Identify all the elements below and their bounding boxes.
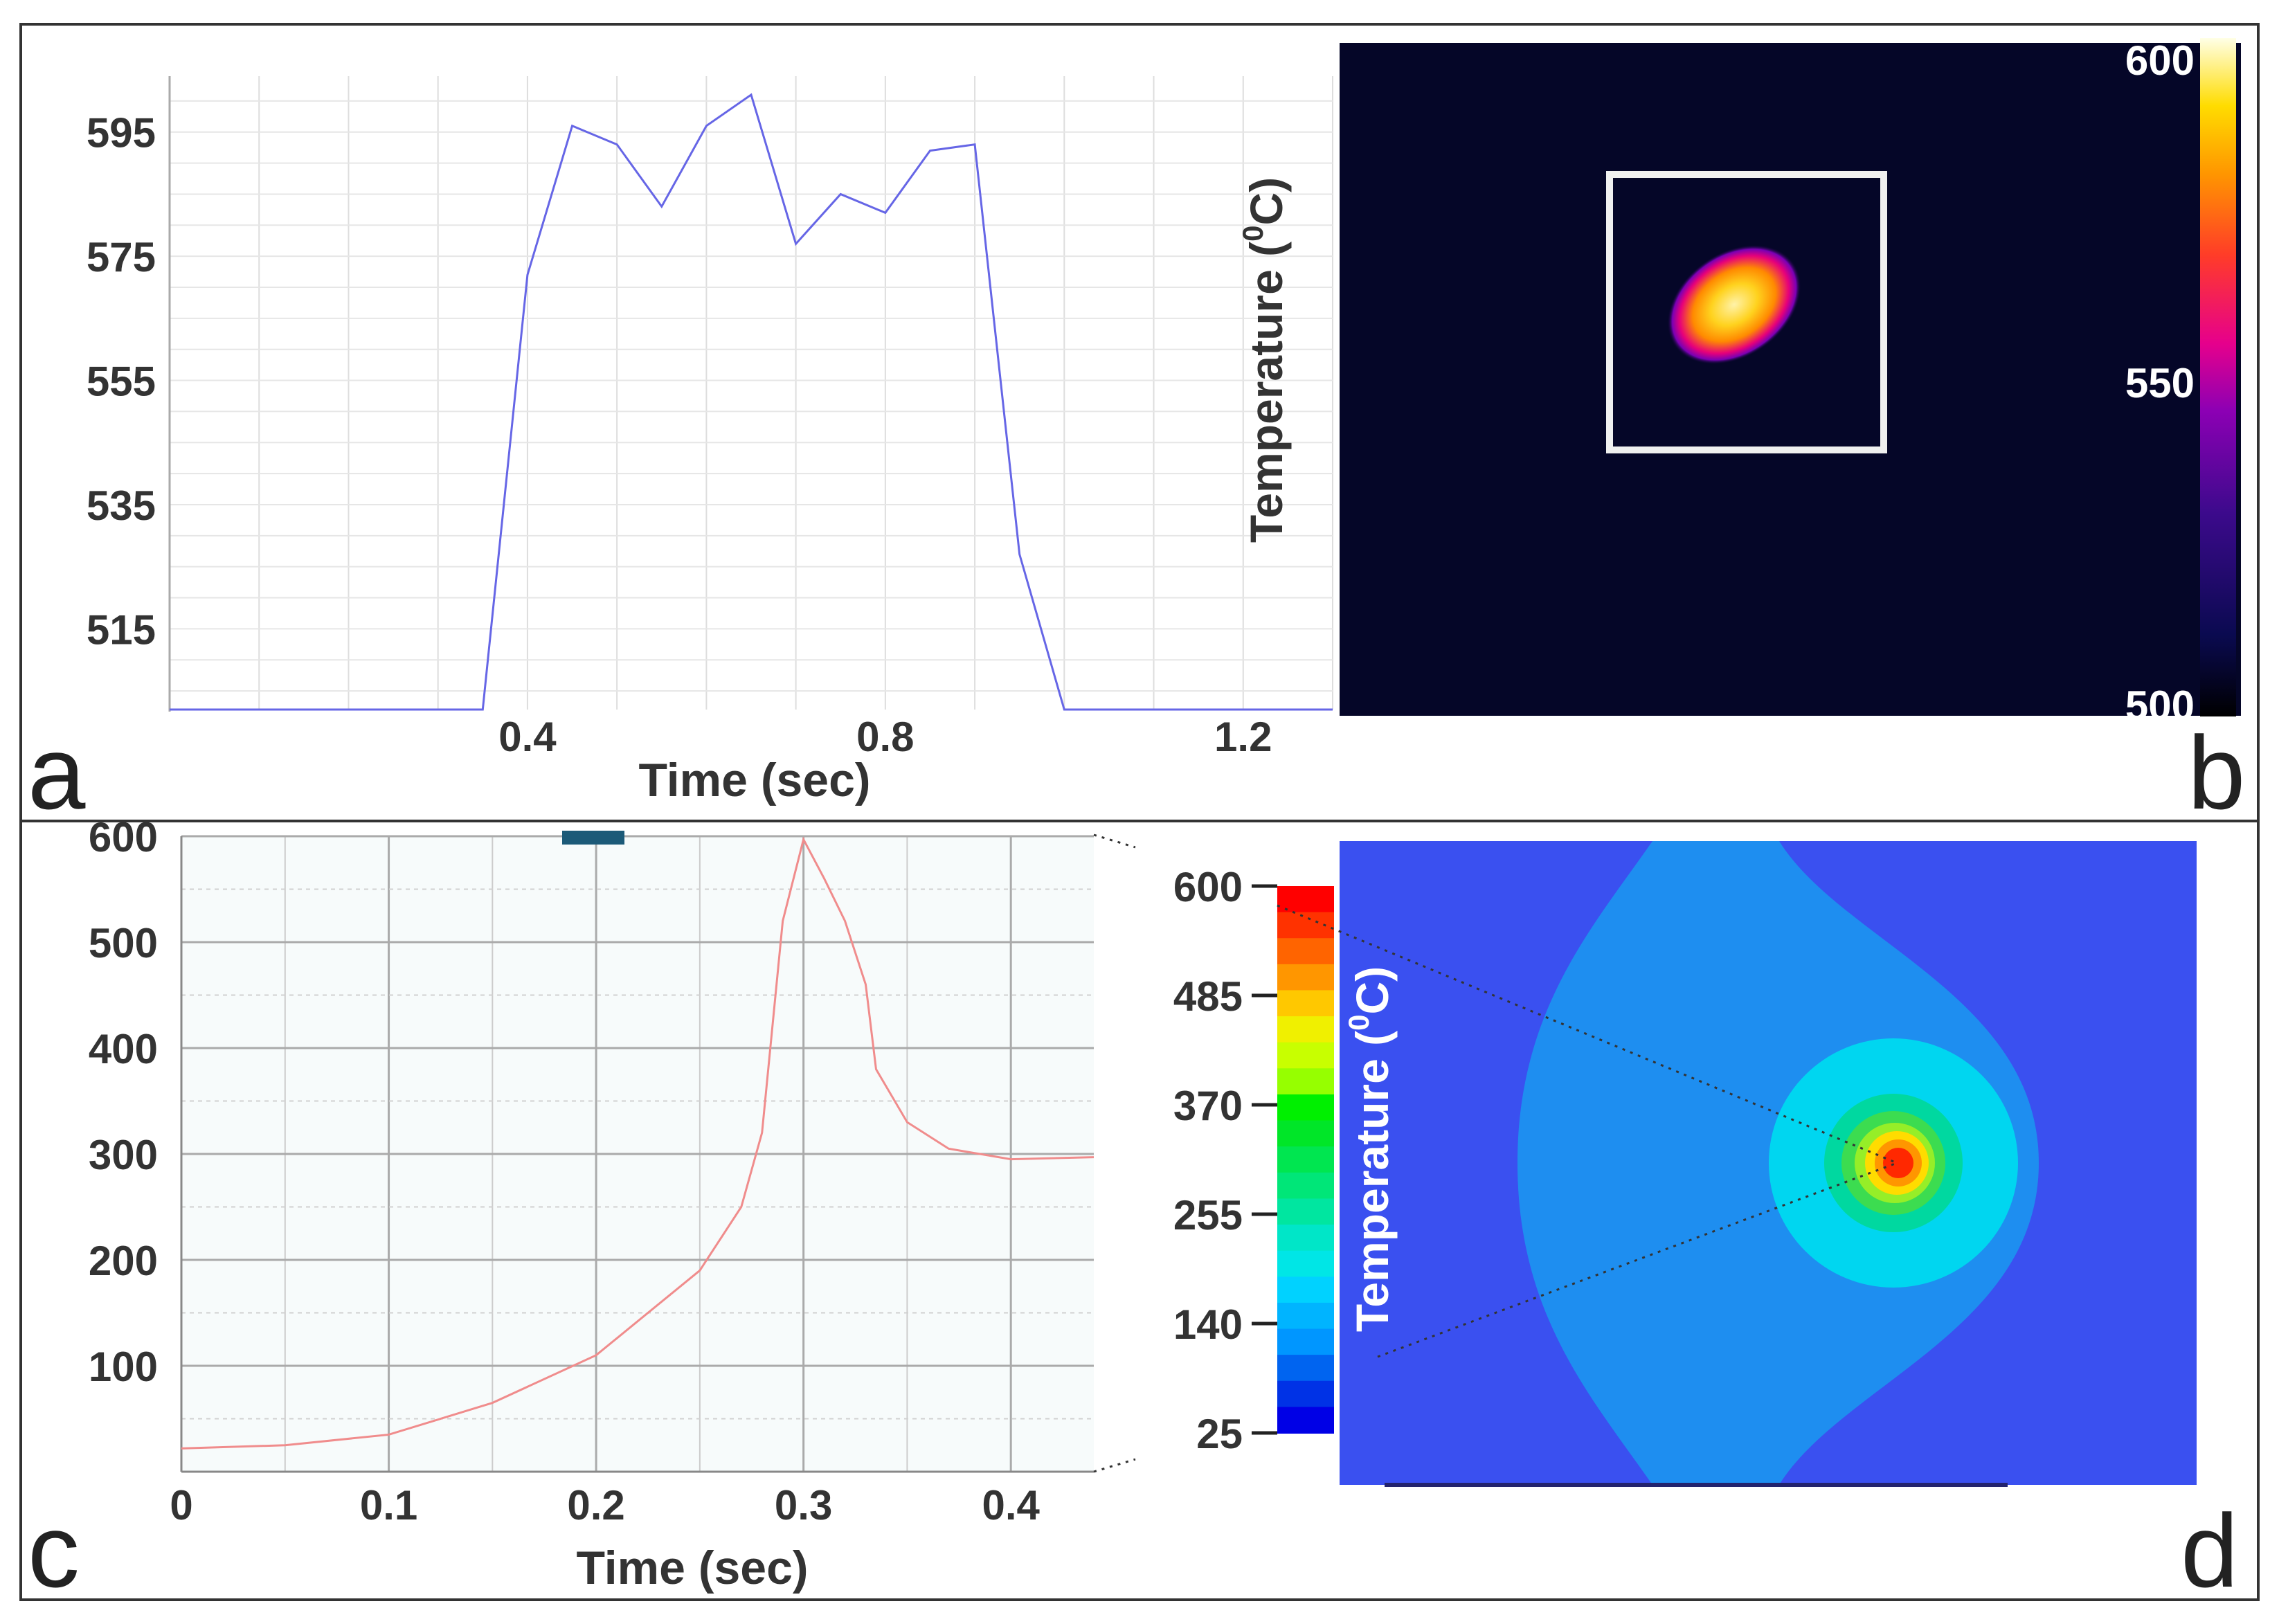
panel-c-x-label: Time (sec) [576, 1542, 808, 1594]
panel-b-ylabel-end: C) [1241, 177, 1292, 226]
panel-d-colorbar-segment [1277, 1120, 1334, 1148]
panel-d-colorbar-segment [1277, 1355, 1334, 1382]
panel-c-y-ticks: 600 500 400 300 200 100 [89, 814, 158, 1390]
panel-a-chart: 595 575 555 535 515 0.4 0.8 1.2 Time (sec) a [28, 76, 1333, 831]
panel-d-colorbar-tick-label: 485 [1173, 973, 1243, 1020]
panel-d-colorbar-segment [1277, 990, 1334, 1018]
panel-a-series-line [170, 93, 1333, 711]
panel-a-y-tick-label: 555 [87, 359, 156, 405]
panel-d-colorbar-segment [1277, 1016, 1334, 1043]
panel-d-colorbar-segment [1277, 1146, 1334, 1173]
panel-d-colorbar-segment [1277, 1172, 1334, 1200]
panel-d-colorbar-tick-label: 370 [1173, 1083, 1243, 1129]
panel-a-y-tick-label: 575 [87, 234, 156, 280]
panel-c-grid [181, 835, 1094, 1472]
panel-b-ylabel-sup: 0 [1236, 226, 1269, 242]
svg-text:Temperature (0C): Temperature (0C) [1342, 966, 1398, 1332]
panel-b-thermal-background [1340, 43, 2241, 716]
panel-d-ylabel: Temperature (0C) [1342, 966, 1398, 1332]
panel-b-colorbar-tick-label: 500 [2125, 683, 2195, 729]
panel-b-colorbar-tick-label: 600 [2125, 37, 2195, 84]
panel-d-colorbar-tick-label: 255 [1173, 1192, 1243, 1238]
panel-c-marker [562, 831, 624, 845]
panel-d-ylabel-main: Temperature ( [1346, 1031, 1398, 1332]
panel-d-colorbar-segment [1277, 1380, 1334, 1408]
panel-d-colorbar-segment [1277, 1328, 1334, 1356]
panel-b-roi-box [1606, 171, 1887, 453]
panel-c-y-tick-label: 400 [89, 1026, 158, 1072]
panel-a-grid [170, 76, 1333, 710]
connector-bottom-stub [1093, 1458, 1136, 1473]
panel-d-ylabel-end: C) [1346, 966, 1398, 1015]
panel-c-x-tick-label: 0.4 [982, 1482, 1040, 1528]
panel-c-x-tick-label: 0 [170, 1482, 192, 1528]
panel-d-colorbar-segment [1277, 938, 1334, 965]
panel-d-colorbar-tick-label: 600 [1173, 864, 1243, 910]
panel-d-colorbar-tick-label: 25 [1196, 1411, 1243, 1457]
panel-b-thermal-image: 600 550 500 Temperature (0C) b [1236, 37, 2245, 831]
panel-a-x-tick-label: 0.4 [498, 714, 557, 760]
panel-b-hot-spot [1667, 244, 1801, 365]
panel-d-ylabel-sup: 0 [1342, 1015, 1375, 1031]
panel-d-simulation: 600 485 370 255 140 25 Temperature (0C) d [1173, 841, 2238, 1609]
panel-c-series-line [181, 836, 1095, 1450]
panel-b-ylabel: Temperature (0C) [1236, 177, 1292, 543]
panel-d-colorbar [1277, 886, 1334, 1434]
panel-d-letter: d [2181, 1492, 2238, 1609]
svg-text:Temperature (0C): Temperature (0C) [1236, 177, 1292, 543]
panel-cd-connectors [1093, 833, 1898, 1473]
panel-a-y-tick-label: 515 [87, 606, 156, 653]
panel-c-x-tick-label: 0.2 [567, 1482, 624, 1528]
connector-lower [1377, 1162, 1898, 1358]
panel-a-x-label: Time (sec) [638, 754, 870, 806]
panel-a-y-ticks: 595 575 555 535 515 [87, 110, 156, 653]
panel-c-letter: c [28, 1492, 80, 1609]
panel-d-colorbar-segment [1277, 1250, 1334, 1278]
panel-a-x-ticks: 0.4 0.8 1.2 [498, 714, 1272, 760]
panel-c-x-ticks: 0 0.1 0.2 0.3 0.4 [170, 1482, 1040, 1528]
panel-a-y-tick-label: 535 [87, 482, 156, 529]
panel-c-x-tick-label: 0.1 [360, 1482, 417, 1528]
panel-d-colorbar-segment [1277, 964, 1334, 991]
figure-frame [19, 23, 2260, 1601]
panel-a-letter: a [28, 714, 86, 831]
panel-d-colorbar-segment [1277, 1198, 1334, 1226]
panel-d-hot-core [1883, 1148, 1913, 1178]
panel-d-colorbar-tick-label: 140 [1173, 1301, 1243, 1348]
panel-b-ylabel-main: Temperature ( [1241, 242, 1292, 543]
panel-b-letter: b [2188, 714, 2245, 831]
panel-a-y-tick-label: 595 [87, 110, 156, 156]
panel-c-y-tick-label: 100 [89, 1344, 158, 1390]
panel-b-colorbar-tick-label: 550 [2125, 360, 2195, 406]
panel-b-colorbar [2200, 38, 2236, 716]
panel-d-colorbar-segment [1277, 1225, 1334, 1252]
panel-c-y-tick-label: 300 [89, 1132, 158, 1178]
connector-top-stub [1093, 833, 1136, 849]
panel-d-colorbar-segment [1277, 1068, 1334, 1095]
panel-d-colorbar-segment [1277, 1094, 1334, 1121]
panel-d-colorbar-segment [1277, 1407, 1334, 1434]
connector-upper [1277, 904, 1898, 1164]
panel-c-y-tick-label: 200 [89, 1238, 158, 1284]
panel-d-colorbar-segment [1277, 1302, 1334, 1330]
panel-b-colorbar-ticks: 600 550 500 [2125, 37, 2195, 729]
panel-a-x-tick-label: 1.2 [1214, 714, 1272, 760]
panel-d-colorbar-segment [1277, 1276, 1334, 1303]
panel-d-colorbar-ticks: 600 485 370 255 140 25 [1173, 864, 1277, 1457]
panel-c-y-tick-label: 500 [89, 920, 158, 966]
panel-c-chart: 600 500 400 300 200 100 0 0.1 0.2 0.3 0.4 Time (s… [28, 814, 1095, 1609]
panel-a-x-tick-label: 0.8 [856, 714, 914, 760]
panel-c-y-tick-label: 600 [89, 814, 158, 860]
panel-c-x-tick-label: 0.3 [775, 1482, 832, 1528]
panel-d-colorbar-segment [1277, 1042, 1334, 1070]
